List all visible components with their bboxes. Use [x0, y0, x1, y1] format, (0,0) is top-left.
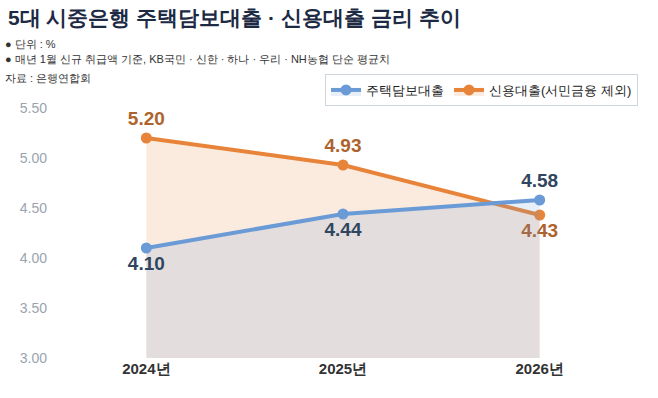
svg-text:4.10: 4.10 [128, 253, 165, 274]
svg-text:주택담보대출: 주택담보대출 [366, 83, 444, 98]
svg-text:4.00: 4.00 [20, 250, 47, 266]
svg-text:● 매년 1월 신규 취급액 기준, KB국민 · 신한 ·: ● 매년 1월 신규 취급액 기준, KB국민 · 신한 · 하나 · 우리 ·… [5, 53, 390, 65]
svg-text:2024년: 2024년 [122, 360, 170, 377]
svg-text:3.00: 3.00 [20, 350, 47, 366]
svg-text:4.58: 4.58 [521, 170, 558, 191]
svg-text:자료 : 은행연합회: 자료 : 은행연합회 [5, 72, 91, 84]
svg-text:4.43: 4.43 [521, 220, 558, 241]
svg-text:신용대출(서민금융 제외): 신용대출(서민금융 제외) [489, 83, 631, 98]
svg-text:4.50: 4.50 [20, 200, 47, 216]
svg-text:● 단위 : %: ● 단위 : % [5, 38, 56, 50]
svg-text:3.50: 3.50 [20, 300, 47, 316]
svg-text:5.20: 5.20 [128, 108, 165, 129]
svg-text:2025년: 2025년 [319, 360, 367, 377]
svg-text:4.93: 4.93 [325, 135, 362, 156]
svg-text:5대 시중은행 주택담보대출 · 신용대출 금리 추이: 5대 시중은행 주택담보대출 · 신용대출 금리 추이 [8, 6, 461, 29]
svg-text:4.44: 4.44 [325, 219, 362, 240]
svg-text:5.00: 5.00 [20, 150, 47, 166]
svg-text:5.50: 5.50 [20, 100, 47, 116]
svg-text:2026년: 2026년 [515, 360, 563, 377]
